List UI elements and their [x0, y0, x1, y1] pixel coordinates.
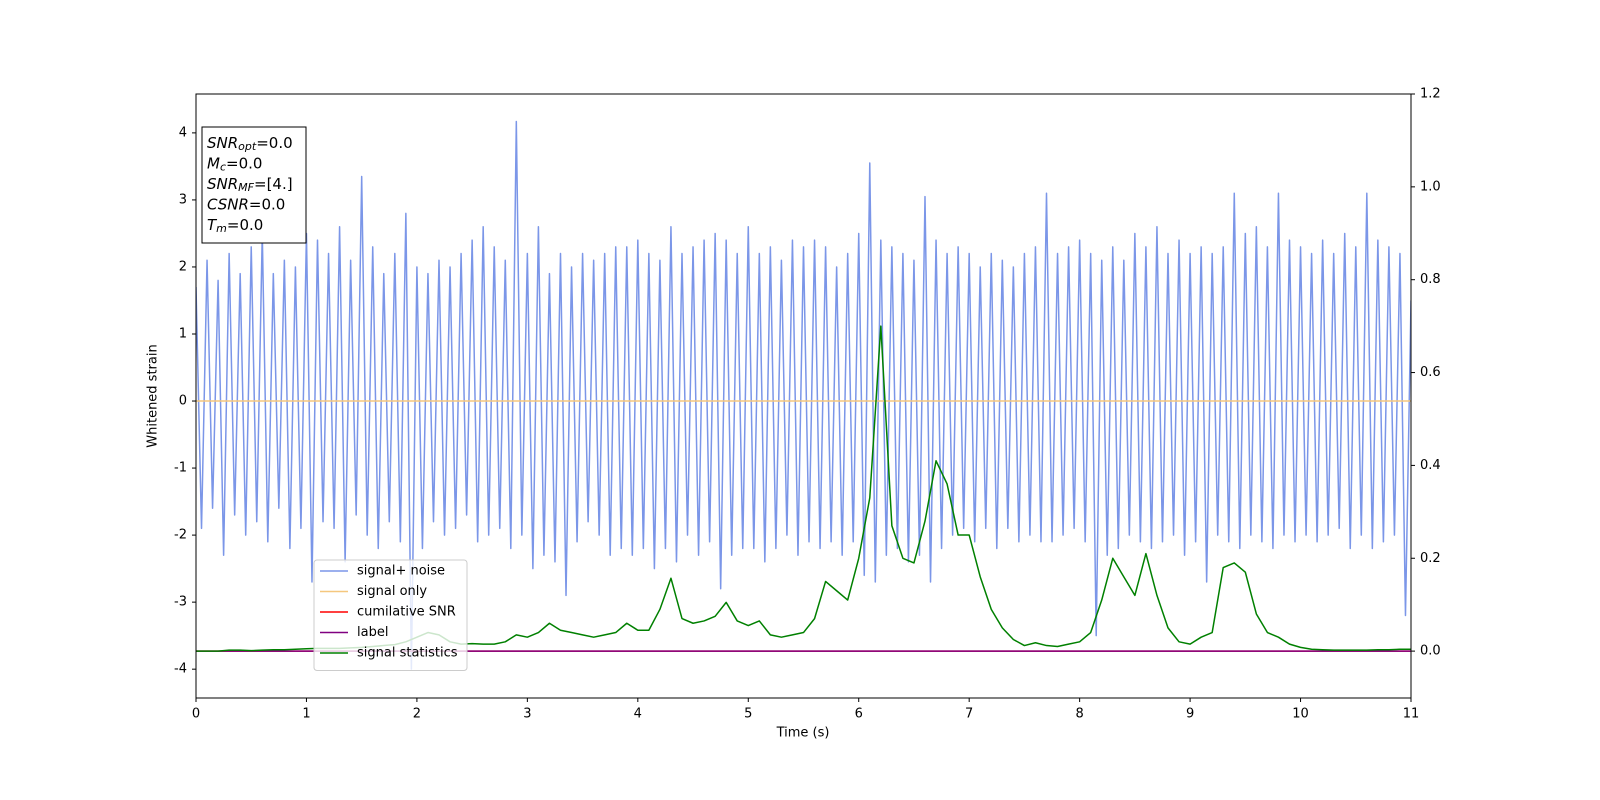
annotation-line: SNRopt=0.0: [207, 134, 293, 154]
annotation-line: CSNR=0.0: [207, 195, 285, 213]
y2-tick-label: 0.0: [1420, 644, 1441, 659]
annotation-sub: m: [216, 222, 227, 235]
y-tick-label: 2: [179, 259, 187, 274]
y-tick-label: -3: [174, 595, 187, 610]
legend-label: label: [357, 625, 388, 640]
y-tick-label: 0: [179, 394, 187, 409]
x-tick-label: 5: [744, 707, 752, 722]
legend-label: signal+ noise: [357, 564, 445, 579]
y2-tick-label: 1.0: [1420, 179, 1441, 194]
annotation-name: CSNR: [207, 195, 249, 213]
x-tick-label: 1: [302, 707, 310, 722]
annotation-name: SNR: [207, 134, 238, 152]
y2-tick-label: 0.2: [1420, 551, 1441, 566]
x-tick-label: 7: [965, 707, 973, 722]
y-tick-label: -2: [174, 528, 187, 543]
legend-label: cumilative SNR: [357, 605, 456, 620]
y-tick-label: 3: [179, 192, 187, 207]
y2-tick-label: 0.6: [1420, 365, 1441, 380]
annotation-sub: c: [220, 161, 226, 174]
legend-label: signal only: [357, 584, 427, 599]
x-tick-label: 4: [634, 707, 642, 722]
series-line: [196, 120, 1411, 670]
y-tick-label: 1: [179, 326, 187, 341]
annotation-text: =0.0: [249, 195, 285, 213]
annotation-line: SNRMF=[4.]: [207, 175, 293, 195]
x-tick-label: 11: [1403, 707, 1420, 722]
annotation-name: T: [207, 216, 218, 234]
y2-tick-label: 0.8: [1420, 272, 1441, 287]
annotation-text: =0.0: [227, 216, 263, 234]
annotation-sub: MF: [238, 181, 254, 194]
annotation-name: SNR: [207, 175, 238, 193]
y-tick-label: 4: [179, 125, 187, 140]
x-axis-label: Time (s): [776, 726, 830, 741]
annotation-line: Tm=0.0: [207, 216, 263, 236]
y-tick-label: -1: [174, 461, 187, 476]
x-tick-label: 0: [192, 707, 200, 722]
legend-label: signal statistics: [357, 646, 458, 661]
annotation-text: =[4.]: [254, 175, 293, 193]
x-tick-label: 2: [413, 707, 421, 722]
x-tick-label: 3: [523, 707, 531, 722]
annotation-sub: opt: [238, 140, 257, 153]
annotation-name: M: [207, 154, 220, 172]
x-tick-label: 10: [1292, 707, 1309, 722]
legend-box: [313, 559, 468, 671]
annotation-line: Mc=0.0: [207, 154, 262, 174]
y2-tick-label: 0.4: [1420, 458, 1441, 473]
annotation-box: [201, 126, 307, 244]
x-tick-label: 9: [1186, 707, 1194, 722]
y-tick-label: -4: [174, 662, 187, 677]
annotation-text: =0.0: [256, 134, 292, 152]
annotation-text: =0.0: [226, 154, 262, 172]
y-axis-label: Whitened strain: [146, 344, 161, 447]
plot-frame: [195, 93, 1412, 699]
x-tick-label: 8: [1075, 707, 1083, 722]
y2-tick-label: 1.2: [1420, 87, 1441, 102]
x-tick-label: 6: [855, 707, 863, 722]
